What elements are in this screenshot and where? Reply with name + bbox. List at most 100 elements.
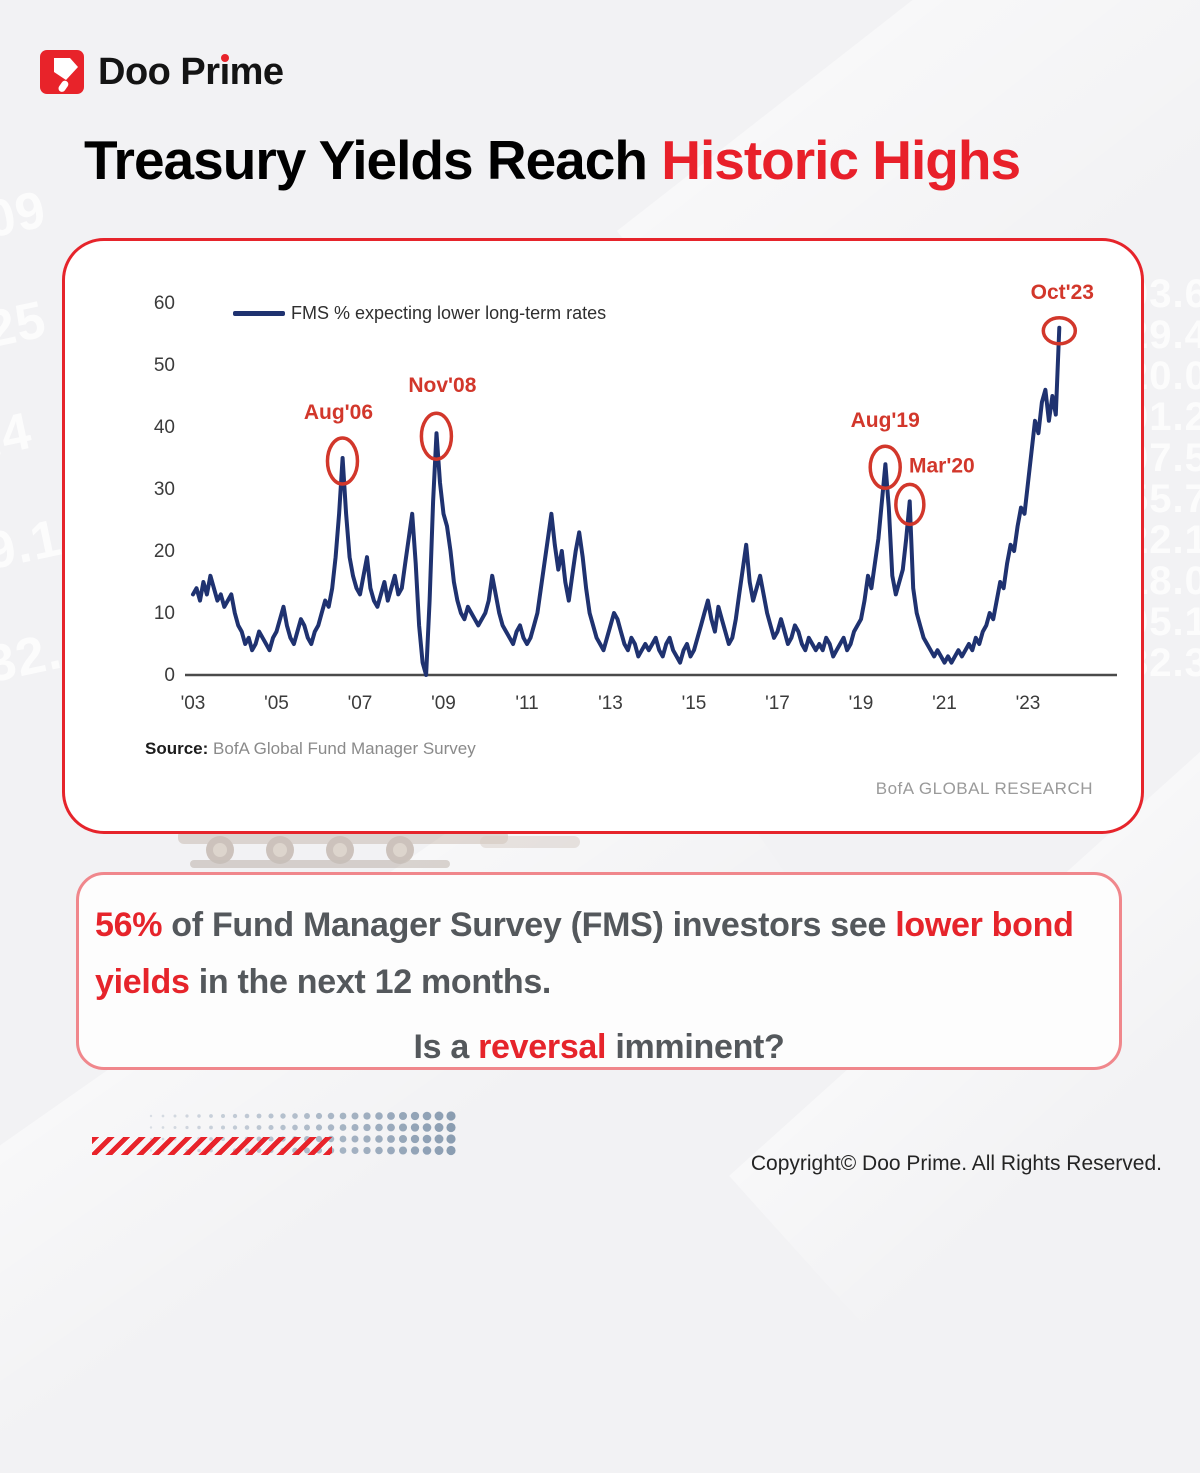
decor-dot [149, 1114, 153, 1118]
y-tick-label: 60 [154, 293, 175, 314]
decor-dot [410, 1134, 420, 1144]
decor-dot [375, 1123, 383, 1132]
decor-dot [434, 1123, 444, 1132]
decor-dot [304, 1124, 310, 1131]
decor-dot [197, 1125, 201, 1130]
decor-dot [351, 1112, 359, 1120]
chart-legend: FMS % expecting lower long-term rates [233, 303, 606, 324]
y-tick-label: 40 [154, 417, 175, 438]
x-tick-label: '17 [765, 693, 790, 714]
annotation-circle [325, 436, 360, 486]
decor-dot [339, 1135, 347, 1143]
x-tick-label: '09 [431, 693, 456, 714]
decor-dot [339, 1124, 347, 1131]
decor-dot [197, 1114, 201, 1118]
decor-dot [173, 1114, 177, 1118]
decor-dot [398, 1146, 408, 1155]
decor-dot [268, 1113, 274, 1119]
background-number: 09 [0, 180, 52, 250]
decor-dot [387, 1146, 395, 1155]
decor-dot [209, 1114, 213, 1118]
decor-dot [268, 1124, 274, 1131]
doo-prime-arrow-icon [40, 50, 84, 94]
decor-dot [434, 1111, 444, 1121]
x-tick-label: '13 [598, 693, 623, 714]
y-tick-label: 20 [154, 541, 175, 562]
decor-dot [292, 1113, 298, 1119]
tank-decor-image [178, 830, 580, 868]
annotation-circle [1041, 316, 1078, 346]
decor-dot [410, 1146, 420, 1155]
y-tick-label: 10 [154, 603, 175, 624]
decor-dot [351, 1124, 359, 1131]
legend-line-swatch [233, 311, 285, 316]
decor-dot [327, 1112, 335, 1120]
decor-dot [434, 1146, 444, 1155]
decor-dot [232, 1125, 238, 1130]
decor-dot [410, 1123, 420, 1132]
decor-dot [446, 1134, 456, 1144]
chart-source: Source: BofA Global Fund Manager Survey [145, 739, 476, 758]
fms-line-chart: 0 10 20 30 40 50 60 '03 '05 '07 '09 '11 '13 '15 '17 '19… [154, 281, 1117, 714]
annotation-label: Aug'06 [304, 401, 373, 424]
decor-dot [315, 1112, 323, 1120]
decor-dot [244, 1125, 250, 1130]
decor-dot [185, 1125, 189, 1130]
decor-dot [422, 1123, 432, 1132]
decor-dot [161, 1114, 165, 1118]
x-tick-label: '05 [264, 693, 289, 714]
callout-question: Is a reversal imminent? [413, 1028, 785, 1067]
annotation-label: Nov'08 [408, 374, 476, 397]
x-tick-label: '19 [849, 693, 874, 714]
decor-dot [220, 1125, 226, 1130]
annotation-label: Oct'23 [1031, 281, 1094, 304]
decor-dot [280, 1113, 286, 1119]
annotation-circle [894, 482, 926, 527]
x-tick-label: '21 [932, 693, 957, 714]
x-tick-label: '07 [348, 693, 373, 714]
page-title: Treasury Yields Reach Historic Highs [84, 129, 1021, 191]
copyright-text: Copyright© Doo Prime. All Rights Reserve… [750, 1152, 1162, 1175]
decor-dot [363, 1146, 371, 1155]
decor-dot [351, 1147, 359, 1154]
decor-dot [292, 1124, 298, 1131]
decor-dot [434, 1134, 444, 1144]
decor-dot [410, 1111, 420, 1121]
decor-dot [363, 1112, 371, 1120]
decor-dot [446, 1145, 456, 1156]
decor-dot [422, 1134, 432, 1144]
annotation-circle [868, 444, 902, 490]
bofa-global-research-watermark: BofA GLOBAL RESEARCH [875, 779, 1093, 798]
callout-text: 56% of Fund Manager Survey (FMS) investo… [95, 906, 1074, 1002]
decor-dot [398, 1111, 408, 1121]
decor-dot [351, 1135, 359, 1143]
x-tick-label: '15 [682, 693, 707, 714]
decor-dot [256, 1125, 262, 1130]
decor-dot [398, 1123, 408, 1132]
decor-dot [398, 1134, 408, 1144]
decor-dot [387, 1135, 395, 1143]
decor-dot [375, 1135, 383, 1143]
fms-series-line [191, 325, 1062, 677]
doo-prime-logo: Doo Prı me [40, 50, 284, 94]
y-tick-label: 30 [154, 479, 175, 500]
decor-dot [446, 1122, 456, 1133]
background-number: 25 [0, 290, 52, 360]
background-number: 9.1 [0, 508, 67, 582]
decor-dot [315, 1124, 323, 1131]
x-tick-label: '11 [515, 693, 538, 714]
background-number: .4 [0, 401, 37, 469]
legend-label: FMS % expecting lower long-term rates [291, 303, 607, 323]
annotation-circle [419, 411, 454, 461]
decor-dot [363, 1135, 371, 1143]
decor-dot [161, 1126, 165, 1129]
decor-dot [422, 1146, 432, 1155]
annotation-label: Mar'20 [909, 454, 975, 477]
doo-prime-logo-text: Doo Prı me [98, 50, 284, 93]
decor-dot [209, 1125, 213, 1130]
summary-callout: 56% of Fund Manager Survey (FMS) investo… [76, 872, 1122, 1070]
decor-dot [244, 1113, 250, 1119]
hatched-bar-decor [92, 1137, 332, 1155]
decor-dot [232, 1113, 238, 1119]
